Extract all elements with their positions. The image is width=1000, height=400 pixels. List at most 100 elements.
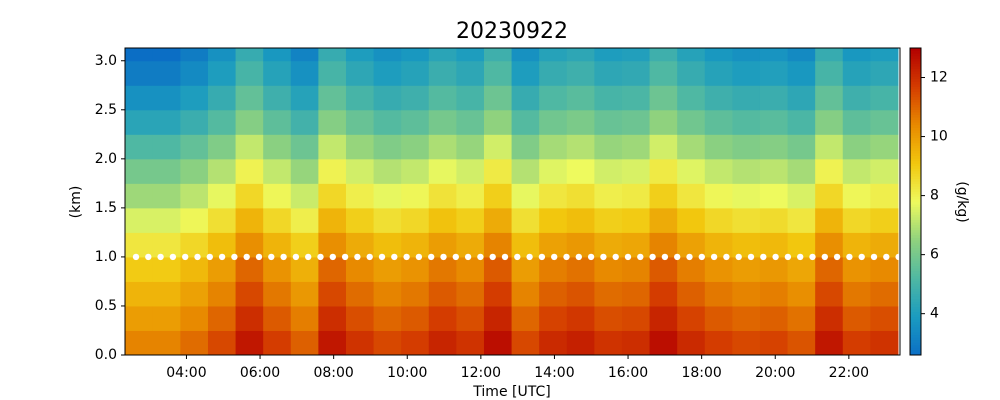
heatmap-cell <box>511 305 540 331</box>
colorbar-frame <box>909 47 922 356</box>
heatmap-cell <box>677 232 706 258</box>
heatmap-cell <box>704 330 733 355</box>
heatmap-cell <box>401 85 430 111</box>
heatmap-cell <box>815 305 844 331</box>
heatmap-cell <box>318 305 347 331</box>
colorbar-segment <box>910 342 921 346</box>
colorbar-segment <box>910 165 921 169</box>
reference-dot <box>218 253 226 261</box>
colorbar-segment <box>910 232 921 236</box>
reference-dot <box>858 253 865 261</box>
heatmap-cell <box>290 256 319 282</box>
colorbar-segment <box>910 150 921 154</box>
heatmap-cell <box>704 85 733 111</box>
heatmap-cell <box>566 183 595 209</box>
colorbar-segment <box>910 209 921 213</box>
heatmap-cell <box>180 134 209 160</box>
reference-dot <box>231 253 238 261</box>
reference-dot <box>452 253 459 261</box>
colorbar-segment <box>910 252 921 256</box>
heatmap-cell <box>373 134 402 160</box>
colorbar-segment <box>910 175 921 179</box>
x-tick-label: 08:00 <box>313 365 353 381</box>
heatmap-cell <box>566 48 595 62</box>
heatmap-cell <box>511 60 540 86</box>
heatmap-cell <box>732 305 761 331</box>
colorbar-segment <box>910 173 921 177</box>
heatmap-cell <box>511 256 540 282</box>
heatmap-cell <box>290 330 319 355</box>
reference-dot <box>784 253 792 261</box>
heatmap-cell <box>759 281 789 307</box>
colorbar-segment <box>910 301 921 305</box>
heatmap-cell <box>787 158 816 184</box>
reference-dot <box>686 253 693 261</box>
reference-dot <box>538 253 546 261</box>
heatmap-cell <box>621 256 651 282</box>
colorbar-segment <box>910 68 921 72</box>
colorbar-segment <box>910 339 921 343</box>
x-tick-label: 06:00 <box>240 365 280 381</box>
reference-dot <box>391 253 398 261</box>
heatmap-cell <box>621 207 651 233</box>
heatmap-cell <box>373 60 402 86</box>
heatmap-cell <box>318 207 347 233</box>
colorbar-segment <box>910 255 921 259</box>
colorbar-segment <box>910 88 921 92</box>
colorbar-segment <box>910 78 921 82</box>
heatmap-cell <box>842 134 871 160</box>
heatmap-cell <box>732 330 761 355</box>
heatmap-cell <box>732 134 761 160</box>
heatmap-cell <box>125 134 154 160</box>
heatmap-cell <box>318 330 347 355</box>
heatmap-cell <box>401 183 430 209</box>
heatmap-cell <box>373 305 402 331</box>
reference-dot <box>477 253 484 261</box>
heatmap-cell <box>290 134 319 160</box>
heatmap-cell <box>125 232 154 258</box>
heatmap-cell <box>152 109 181 135</box>
heatmap-cell <box>345 60 375 86</box>
heatmap-cell <box>732 158 761 184</box>
heatmap-cell <box>428 158 457 184</box>
reference-dot <box>268 253 275 261</box>
colorbar-segment <box>910 158 921 162</box>
heatmap-cell <box>870 183 899 209</box>
heatmap-cell <box>207 305 237 331</box>
colorbar-segment <box>910 163 921 167</box>
heatmap-cell <box>815 256 844 282</box>
reference-dot <box>255 253 263 261</box>
heatmap-cell <box>263 232 292 258</box>
heatmap-cell <box>511 207 540 233</box>
heatmap-cell <box>870 207 899 233</box>
colorbar-segment <box>910 265 921 269</box>
heatmap-cell <box>649 232 678 258</box>
heatmap-cell <box>456 60 485 86</box>
colorbar-segment <box>910 134 921 139</box>
heatmap-cell <box>539 85 568 111</box>
heatmap-cell <box>235 232 264 258</box>
heatmap-cell <box>207 85 237 111</box>
heatmap-cell <box>594 134 623 160</box>
heatmap-cell <box>483 256 513 282</box>
heatmap-cell <box>842 232 871 258</box>
colorbar-segment <box>910 132 921 136</box>
heatmap-cell <box>649 85 678 111</box>
colorbar-segment <box>910 178 921 182</box>
reference-dot <box>797 253 804 261</box>
heatmap-cell <box>483 305 513 331</box>
reference-dot <box>280 253 287 261</box>
heatmap-cell <box>759 85 789 111</box>
heatmap-cell <box>125 85 154 111</box>
heatmap-cell <box>207 207 237 233</box>
heatmap-cell <box>594 256 623 282</box>
colorbar-segment <box>910 242 921 246</box>
heatmap-cell <box>539 109 568 135</box>
heatmap-cell <box>759 207 789 233</box>
colorbar-segment <box>910 101 921 105</box>
reference-dot <box>661 253 669 261</box>
heatmap-cell <box>483 85 513 111</box>
colorbar-segment <box>910 155 921 159</box>
reference-dot <box>772 253 779 261</box>
heatmap-cell <box>318 48 347 62</box>
